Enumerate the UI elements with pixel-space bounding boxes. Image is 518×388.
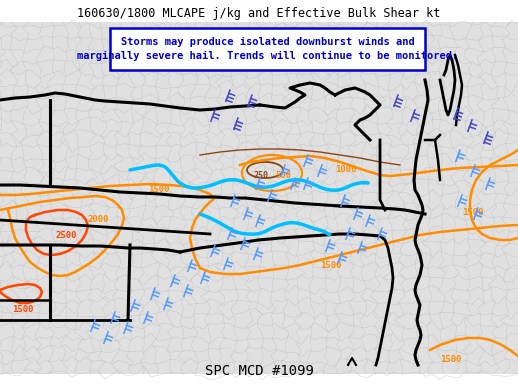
Text: 1500: 1500 [320, 261, 341, 270]
Text: 1500: 1500 [462, 208, 483, 217]
Text: SPC MCD #1099: SPC MCD #1099 [205, 364, 313, 378]
Text: 500: 500 [275, 171, 291, 180]
Text: 160630/1800 MLCAPE j/kg and Effective Bulk Shear kt: 160630/1800 MLCAPE j/kg and Effective Bu… [77, 7, 441, 20]
Bar [110, 28, 425, 70]
Text: 2000: 2000 [88, 215, 109, 224]
Text: Storms may produce isolated downburst winds and
marginally severe hail. Trends w: Storms may produce isolated downburst wi… [77, 37, 458, 61]
Text: 250: 250 [253, 171, 268, 180]
Text: 1000: 1000 [335, 165, 356, 174]
Text: 1500: 1500 [148, 185, 169, 194]
Text: 1500: 1500 [12, 305, 34, 314]
Text: 2500: 2500 [55, 231, 77, 240]
Text: 1500: 1500 [440, 355, 462, 364]
